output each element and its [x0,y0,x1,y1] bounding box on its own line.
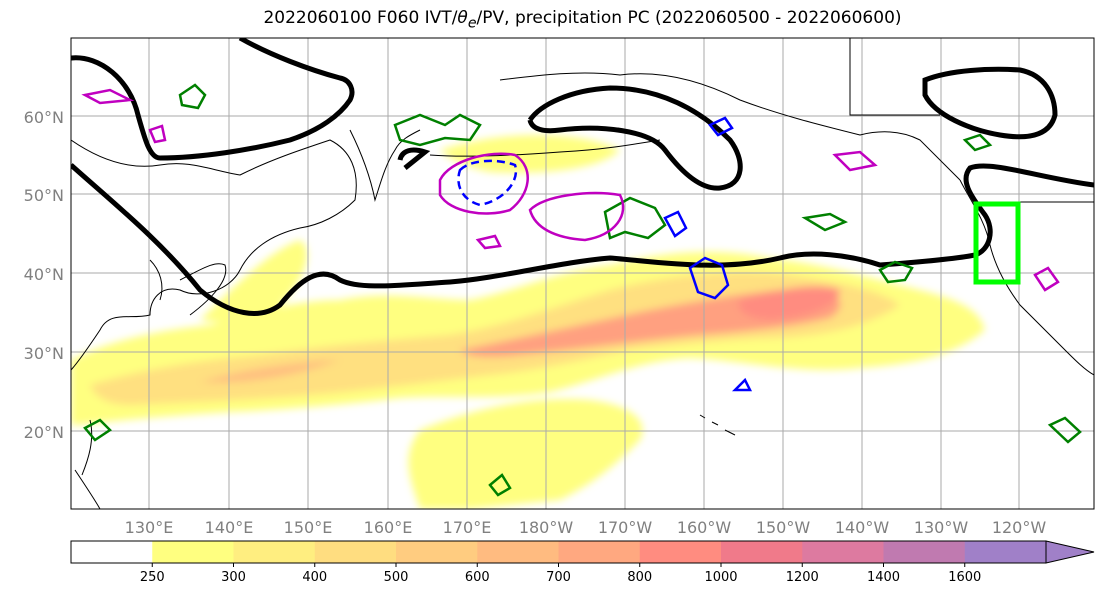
black-contour-asia-high [71,38,355,161]
title-theta: θ [457,8,468,28]
colorbar-label: 300 [221,570,246,585]
colorbar-label: 700 [546,570,571,585]
lon-label-120w: 120°W [992,518,1047,537]
colorbar-label: 1600 [948,570,981,585]
ivt-band-500 [200,360,340,383]
coast-alaska [499,72,961,181]
colorbar-segment [558,541,641,563]
lat-label-50: 50°N [24,186,64,205]
lon-label-150w: 150°W [756,518,811,537]
colorbar-segment [802,541,884,563]
colorbar-segment [477,541,559,563]
colorbar-label: 250 [140,570,165,585]
map-layers [71,38,1094,509]
pv-magenta-7 [475,234,502,250]
pv-blue-2 [663,210,688,238]
pv-blue-contours [457,116,753,392]
pv-green-1 [178,83,207,110]
black-contour-main [71,163,1094,316]
coast-hawaii [699,414,736,436]
lat-label-20: 20°N [24,423,64,442]
colorbar-label: 400 [302,570,327,585]
title-theta-sub: e [467,15,477,32]
lat-label-30: 30°N [24,344,64,363]
ivt-band-800 [738,286,840,320]
pv-green-5 [878,260,914,284]
map-frame [70,37,1095,510]
pv-magenta-4 [832,150,878,172]
border-alaska-canada [849,38,940,116]
coast-na-west [959,179,1094,376]
figure-title: 2022060100 F060 IVT/θe/PV, precipitation… [0,8,1105,31]
colorbar-segment [639,541,722,563]
lon-label-180w: 180°W [519,518,574,537]
lon-label-170e: 170°E [443,518,492,537]
coast-aleutians [429,139,661,157]
lat-label-60: 60°N [24,108,64,127]
colorbar-segment [233,541,316,563]
title-prefix: 2022060100 F060 IVT/ [263,8,458,28]
colorbar-segment [152,541,234,563]
pv-blue-5 [457,159,518,207]
pv-blue-1 [688,256,730,300]
lon-label-150e: 150°E [284,518,333,537]
colorbar-segment [721,541,803,563]
colorbar-label: 1000 [704,570,737,585]
lon-label-160w: 160°W [677,518,732,537]
pv-magenta-3 [81,88,135,105]
pv-green-2 [393,113,482,147]
lat-labels: 20°N 30°N 40°N 50°N 60°N [24,108,64,442]
lon-label-130w: 130°W [914,518,969,537]
coastlines [71,38,1094,509]
colorbar-segment [964,541,1047,563]
pv-green-contours [83,83,1082,497]
pv-green-3 [603,196,667,240]
black-contours [71,38,1094,316]
colorbar-segment [314,541,397,563]
pv-green-9 [962,133,993,152]
pv-magenta-5 [1033,266,1060,292]
colorbar-segment [71,541,153,563]
coast-kamchatka [349,129,421,202]
colorbar-extend-arrow [1045,540,1095,564]
pv-green-4 [801,212,848,232]
pv-green-6 [1047,416,1082,444]
colorbar-segment [883,541,966,563]
lon-labels: 130°E 140°E 150°E 160°E 170°E 180°W 170°… [125,518,1047,537]
pv-magenta-1 [438,152,529,215]
black-contour-canada [922,66,1058,140]
colorbar-segment [396,541,478,563]
title-suffix: /PV, precipitation PC (2022060500 - 2022… [476,8,902,28]
lat-label-40: 40°N [24,265,64,284]
colorbar-label: 800 [627,570,652,585]
pv-magenta-6 [148,124,167,144]
pv-magenta-2 [528,191,625,242]
coast-asia [71,139,357,371]
pv-magenta-contours [81,88,1060,292]
pv-blue-4 [708,116,734,137]
pv-blue-3 [731,377,753,392]
lon-label-140w: 140°W [835,518,890,537]
lon-label-140e: 140°E [205,518,254,537]
colorbar-label: 600 [465,570,490,585]
black-contour-kamchatka [397,147,431,170]
coast-korea-japan [149,259,227,316]
black-contour-bering [527,85,743,191]
pv-green-8 [488,473,512,497]
colorbar: 250 300 400 500 600 700 800 1000 1200 1400 1600 [70,540,1095,585]
lon-label-130e: 130°E [125,518,174,537]
colorbar-label: 1200 [786,570,819,585]
colorbar-label: 1400 [867,570,900,585]
lon-label-170w: 170°W [598,518,653,537]
lon-label-160e: 160°E [364,518,413,537]
pv-green-7 [83,418,112,442]
colorbar-label: 500 [384,570,409,585]
target-region-box [973,201,1021,285]
